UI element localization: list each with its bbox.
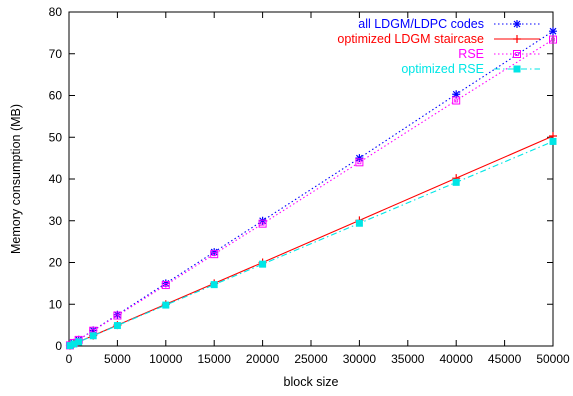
point-marker-inner: [115, 313, 120, 318]
x-tick-label: 50000: [536, 352, 570, 366]
x-tick-label: 0: [66, 352, 73, 366]
point-marker-inner: [357, 160, 362, 165]
point-marker: [513, 65, 521, 73]
series-2: [65, 131, 557, 350]
series-3: [65, 35, 557, 350]
point-marker: [66, 342, 74, 350]
point-marker: [452, 90, 461, 99]
series-layer: [65, 27, 557, 350]
point-marker: [452, 96, 461, 105]
point-marker: [210, 250, 219, 259]
series-line: [69, 30, 554, 346]
point-marker: [258, 219, 267, 228]
point-marker: [549, 35, 557, 44]
point-marker: [355, 158, 364, 167]
legend-item-4: optimized RSE: [401, 62, 540, 76]
point-marker-inner: [163, 283, 168, 287]
point-marker-inner: [212, 252, 217, 257]
x-tick-label: 30000: [343, 352, 377, 366]
point-marker: [75, 338, 83, 346]
y-tick-label: 70: [49, 47, 63, 61]
point-marker: [355, 154, 364, 163]
y-tick-label: 20: [49, 256, 63, 270]
point-marker: [513, 35, 521, 43]
y-tick-label: 10: [49, 297, 63, 311]
point-marker: [89, 332, 97, 340]
y-tick-label: 60: [49, 89, 63, 103]
x-tick-label: 35000: [391, 352, 425, 366]
axis-ticks: 0 5000 10000 15000 20000 25000 30000 35000 40000…: [49, 5, 570, 366]
legend-item-1: all LDGM/LDPC codes: [358, 17, 540, 31]
series-line: [69, 39, 554, 346]
legend-label: all LDGM/LDPC codes: [358, 17, 484, 31]
legend-label: RSE: [458, 47, 484, 61]
point-marker: [549, 27, 557, 36]
x-tick-label: 5000: [104, 352, 131, 366]
point-marker: [259, 260, 267, 268]
y-tick-label: 50: [49, 130, 63, 144]
x-axis-title: block size: [284, 375, 339, 389]
x-tick-label: 15000: [198, 352, 232, 366]
point-marker-inner: [260, 221, 265, 226]
y-tick-label: 80: [49, 5, 63, 19]
point-marker: [355, 219, 363, 227]
point-marker: [89, 326, 98, 335]
point-marker: [258, 216, 267, 225]
point-marker: [113, 311, 122, 320]
legend-label: optimized RSE: [401, 62, 484, 76]
legend-label: optimized LDGM staircase: [337, 32, 484, 46]
x-tick-label: 25000: [294, 352, 328, 366]
point-marker: [161, 281, 170, 290]
legend-item-2: optimized LDGM staircase: [337, 32, 540, 46]
point-marker: [162, 301, 170, 309]
point-marker-inner: [551, 37, 555, 42]
point-marker: [513, 50, 521, 58]
legend-item-3: RSE: [458, 47, 540, 61]
point-marker: [452, 178, 460, 186]
x-tick-label: 10000: [149, 352, 183, 366]
x-tick-label: 40000: [440, 352, 474, 366]
point-marker: [113, 310, 122, 319]
y-tick-label: 0: [55, 339, 62, 353]
point-marker: [70, 340, 78, 348]
point-marker: [549, 137, 557, 145]
x-tick-label: 45000: [488, 352, 522, 366]
point-marker-inner: [91, 328, 96, 333]
series-line: [69, 135, 554, 347]
series-4: [66, 137, 557, 350]
point-marker: [513, 20, 521, 28]
series-line: [69, 140, 554, 347]
point-marker: [113, 322, 121, 330]
point-marker: [210, 281, 218, 289]
point-marker-inner: [454, 98, 459, 103]
y-tick-label: 30: [49, 214, 63, 228]
x-tick-label: 20000: [246, 352, 280, 366]
point-marker-inner: [515, 52, 519, 56]
point-marker: [210, 248, 219, 257]
y-tick-label: 40: [49, 172, 63, 186]
y-axis-title: Memory consumption (MB): [9, 104, 23, 254]
